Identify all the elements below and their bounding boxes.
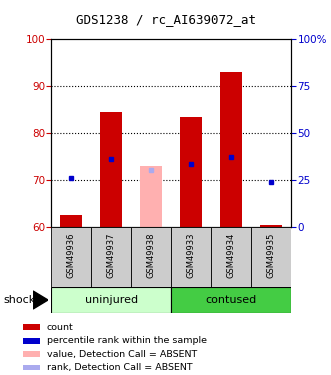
Bar xyxy=(251,227,291,287)
Bar xyxy=(171,287,291,313)
Text: rank, Detection Call = ABSENT: rank, Detection Call = ABSENT xyxy=(47,363,193,372)
Text: GDS1238 / rc_AI639072_at: GDS1238 / rc_AI639072_at xyxy=(75,13,256,26)
Text: GSM49938: GSM49938 xyxy=(147,233,156,278)
Bar xyxy=(23,364,40,370)
Bar xyxy=(180,117,202,227)
Bar xyxy=(260,225,282,227)
Bar xyxy=(60,215,82,227)
Bar xyxy=(100,112,122,227)
Text: shock: shock xyxy=(3,295,35,305)
Text: GSM49936: GSM49936 xyxy=(67,233,76,278)
Bar xyxy=(23,351,40,357)
Text: uninjured: uninjured xyxy=(85,295,138,305)
Bar xyxy=(51,287,171,313)
Bar xyxy=(51,227,91,287)
Text: count: count xyxy=(47,323,73,332)
Bar xyxy=(220,72,242,227)
Bar xyxy=(211,227,251,287)
Text: GSM49933: GSM49933 xyxy=(187,233,196,278)
Text: percentile rank within the sample: percentile rank within the sample xyxy=(47,336,207,345)
Text: contused: contused xyxy=(206,295,257,305)
Text: GSM49937: GSM49937 xyxy=(107,233,116,278)
Bar xyxy=(140,166,162,227)
Bar xyxy=(171,227,211,287)
Text: value, Detection Call = ABSENT: value, Detection Call = ABSENT xyxy=(47,350,197,358)
Polygon shape xyxy=(33,291,48,309)
Bar xyxy=(91,227,131,287)
Bar xyxy=(23,324,40,330)
Text: GSM49935: GSM49935 xyxy=(267,233,276,278)
Text: GSM49934: GSM49934 xyxy=(227,233,236,278)
Bar xyxy=(131,227,171,287)
Bar xyxy=(23,338,40,344)
